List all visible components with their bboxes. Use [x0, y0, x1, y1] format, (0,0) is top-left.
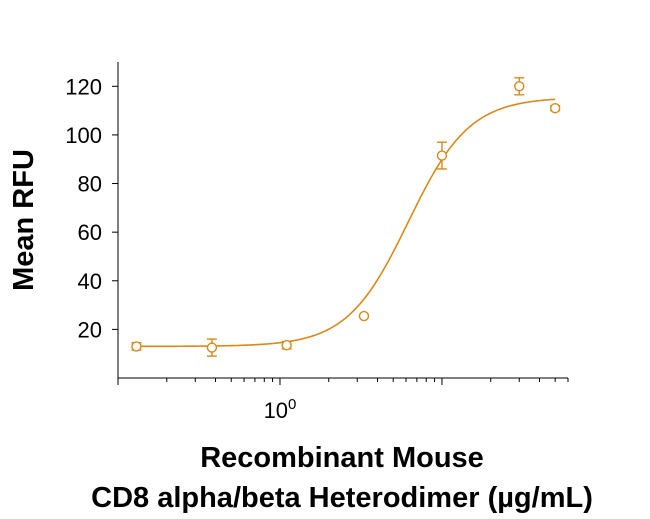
x-axis-title-line1: Recombinant Mouse	[200, 442, 484, 474]
data-point	[281, 339, 292, 351]
y-axis-title: Mean RFU	[8, 149, 40, 291]
x-axis-title-line2: CD8 alpha/beta Heterodimer (µg/mL)	[91, 482, 593, 514]
point-marker	[436, 150, 448, 161]
data-point	[206, 338, 218, 357]
y-tick-label: 20	[78, 317, 102, 342]
point-marker	[131, 341, 142, 352]
x-axis	[117, 377, 569, 385]
y-tick-labels: 20 40 60 80 100 120	[65, 74, 102, 342]
y-axis	[112, 62, 119, 378]
x-tick-labels: 100	[264, 396, 297, 423]
point-marker	[281, 339, 292, 351]
data-point	[358, 310, 370, 322]
point-marker	[514, 81, 525, 92]
y-tick-label: 60	[78, 220, 102, 245]
y-tick-label: 100	[65, 123, 102, 148]
point-marker	[206, 342, 218, 353]
data-point	[131, 341, 142, 352]
point-marker	[549, 102, 561, 114]
y-tick-label: 120	[65, 74, 102, 99]
data-point	[436, 141, 448, 170]
data-point	[514, 77, 525, 96]
point-marker	[358, 310, 370, 322]
x-tick-label: 100	[264, 396, 297, 423]
fit-curve	[136, 98, 556, 348]
y-tick-label: 80	[78, 172, 102, 197]
y-tick-label: 40	[78, 269, 102, 294]
data-points	[131, 77, 561, 357]
data-point	[549, 102, 561, 114]
